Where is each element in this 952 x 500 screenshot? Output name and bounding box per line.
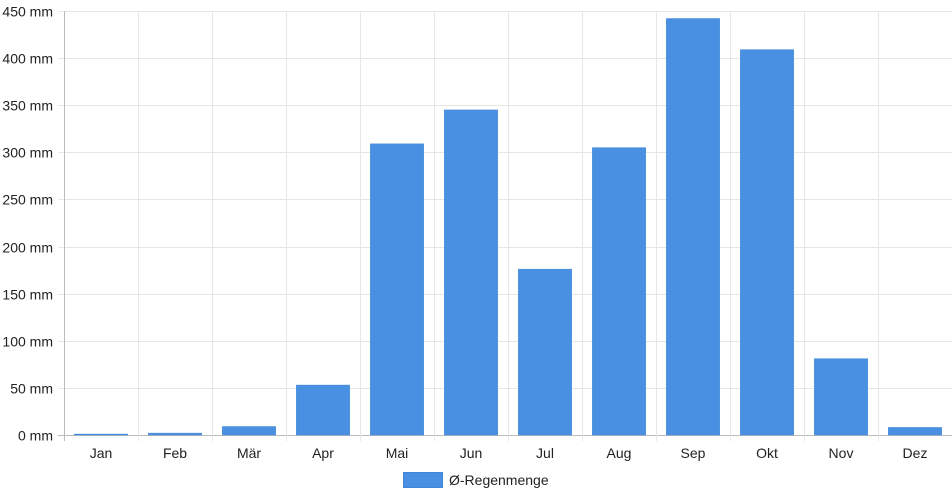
y-tick-label: 300 mm — [2, 145, 53, 161]
legend[interactable]: Ø-Regenmenge — [403, 472, 549, 488]
bar-series — [74, 18, 942, 436]
x-tick-label: Feb — [163, 445, 187, 461]
bar-Jun[interactable] — [444, 109, 498, 436]
y-tick-label: 400 mm — [2, 51, 53, 67]
x-tick-label: Jan — [90, 445, 113, 461]
x-axis: Jan Feb Mär Apr Mai Jun Jul Aug Sep Okt Nov Dez — [90, 445, 928, 461]
bar-Nov[interactable] — [814, 358, 868, 436]
y-tick-label: 200 mm — [2, 240, 53, 256]
y-axis: 0 mm 50 mm 100 mm 150 mm 200 mm 250 mm 300 mm 3… — [2, 4, 53, 444]
x-tick-label: Mai — [386, 445, 409, 461]
bar-Sep[interactable] — [666, 18, 720, 436]
x-tick-label: Apr — [312, 445, 334, 461]
bar-Feb[interactable] — [148, 432, 202, 436]
x-tick-label: Okt — [756, 445, 778, 461]
y-tick-label: 0 mm — [18, 428, 53, 444]
bar-Mär[interactable] — [222, 426, 276, 436]
y-tick-label: 50 mm — [10, 381, 53, 397]
bar-Mai[interactable] — [370, 143, 424, 436]
y-tick-label: 450 mm — [2, 4, 53, 20]
bar-Okt[interactable] — [740, 49, 794, 436]
y-tick-label: 350 mm — [2, 98, 53, 114]
bar-Jan[interactable] — [74, 433, 128, 436]
x-tick-label: Aug — [607, 445, 632, 461]
x-tick-label: Jun — [460, 445, 483, 461]
y-tick-label: 100 mm — [2, 334, 53, 350]
x-tick-label: Jul — [536, 445, 554, 461]
x-tick-label: Dez — [903, 445, 928, 461]
bar-Apr[interactable] — [296, 384, 350, 436]
grid-lines — [58, 11, 952, 441]
y-tick-label: 250 mm — [2, 192, 53, 208]
legend-label: Ø-Regenmenge — [449, 472, 549, 488]
y-tick-label: 150 mm — [2, 287, 53, 303]
bar-Aug[interactable] — [592, 147, 646, 436]
legend-swatch — [403, 472, 443, 488]
bar-Dez[interactable] — [888, 427, 942, 436]
x-tick-label: Mär — [237, 445, 261, 461]
bar-Jul[interactable] — [518, 268, 572, 436]
x-tick-label: Sep — [681, 445, 706, 461]
x-tick-label: Nov — [829, 445, 854, 461]
